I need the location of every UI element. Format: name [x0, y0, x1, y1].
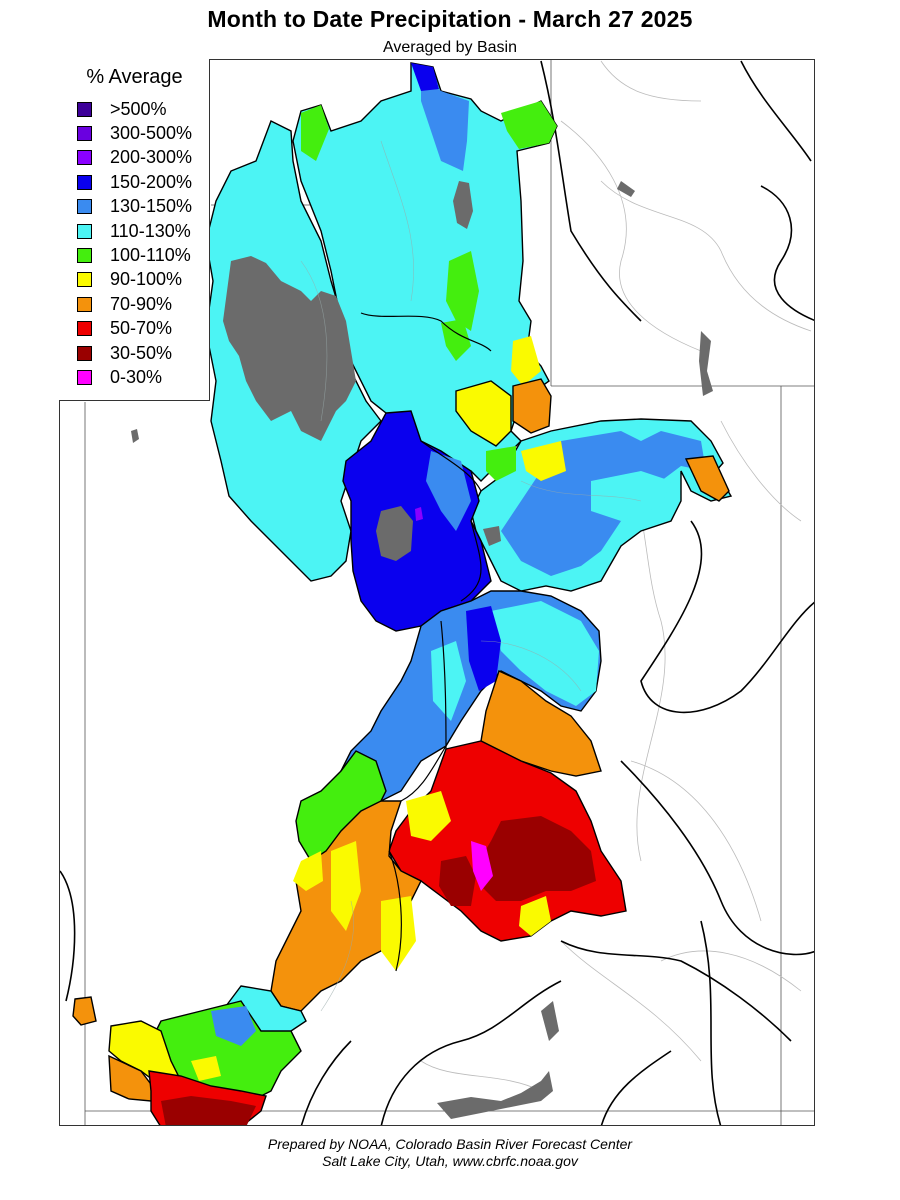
- legend-item: 0-30%: [77, 367, 162, 387]
- credit-line-2: Salt Lake City, Utah, www.cbrfc.noaa.gov: [322, 1153, 578, 1169]
- legend-label: 300-500%: [110, 122, 193, 143]
- outer-basin-lines: [60, 60, 814, 1125]
- legend-label: 70-90%: [110, 293, 173, 314]
- legend-label: 0-30%: [110, 366, 163, 387]
- credit-line-1: Prepared by NOAA, Colorado Basin River F…: [267, 1136, 633, 1152]
- legend-swatch: [77, 150, 92, 166]
- legend-swatch: [77, 247, 92, 263]
- legend-swatch: [77, 174, 92, 190]
- forecast-basins: [72, 62, 733, 1125]
- legend-label: >500%: [110, 98, 167, 119]
- legend-item: 110-130%: [77, 221, 191, 241]
- credit: Prepared by NOAA, Colorado Basin River F…: [0, 1136, 900, 1170]
- legend-label: 100-110%: [110, 244, 191, 265]
- legend-label: 110-130%: [110, 220, 191, 241]
- map-frame: [59, 59, 815, 1126]
- legend-swatch: [77, 369, 92, 385]
- legend-item: 300-500%: [77, 123, 192, 143]
- legend-label: 150-200%: [110, 171, 193, 192]
- legend-label: 50-70%: [110, 318, 173, 339]
- legend-swatch: [77, 101, 92, 117]
- legend-item: 200-300%: [77, 147, 193, 168]
- legend-swatch: [77, 199, 92, 215]
- legend-swatch: [77, 223, 92, 239]
- legend-swatch: [77, 296, 92, 312]
- legend-swatch: [77, 321, 92, 337]
- legend-item: 30-50%: [77, 343, 172, 363]
- basin-map: [60, 60, 814, 1125]
- map-subtitle: Averaged by Basin: [382, 39, 517, 56]
- legend: % Average >500% 300-500% 200-300% 150-200% 1…: [59, 59, 210, 401]
- legend-label: 130-150%: [110, 196, 193, 217]
- outer-lakes: [131, 181, 713, 1119]
- legend-title: % Average: [86, 66, 183, 88]
- legend-item: 50-70%: [77, 318, 173, 339]
- legend-item: 70-90%: [77, 294, 172, 314]
- legend-swatch: [77, 125, 92, 141]
- legend-item: 130-150%: [77, 196, 193, 217]
- inner-rivers: [300, 140, 642, 1012]
- legend-item: >500%: [77, 99, 167, 119]
- inner-basin-lines: [360, 312, 492, 972]
- legend-item: 100-110%: [77, 245, 191, 265]
- map-title: Month to Date Precipitation - March 27 2…: [207, 6, 693, 32]
- legend-item: 150-200%: [77, 172, 192, 192]
- legend-swatch: [77, 345, 92, 361]
- legend-item: 90-100%: [77, 269, 183, 290]
- legend-label: 200-300%: [110, 147, 193, 168]
- legend-swatch: [77, 272, 92, 288]
- legend-label: 30-50%: [110, 342, 173, 363]
- legend-label: 90-100%: [110, 269, 183, 290]
